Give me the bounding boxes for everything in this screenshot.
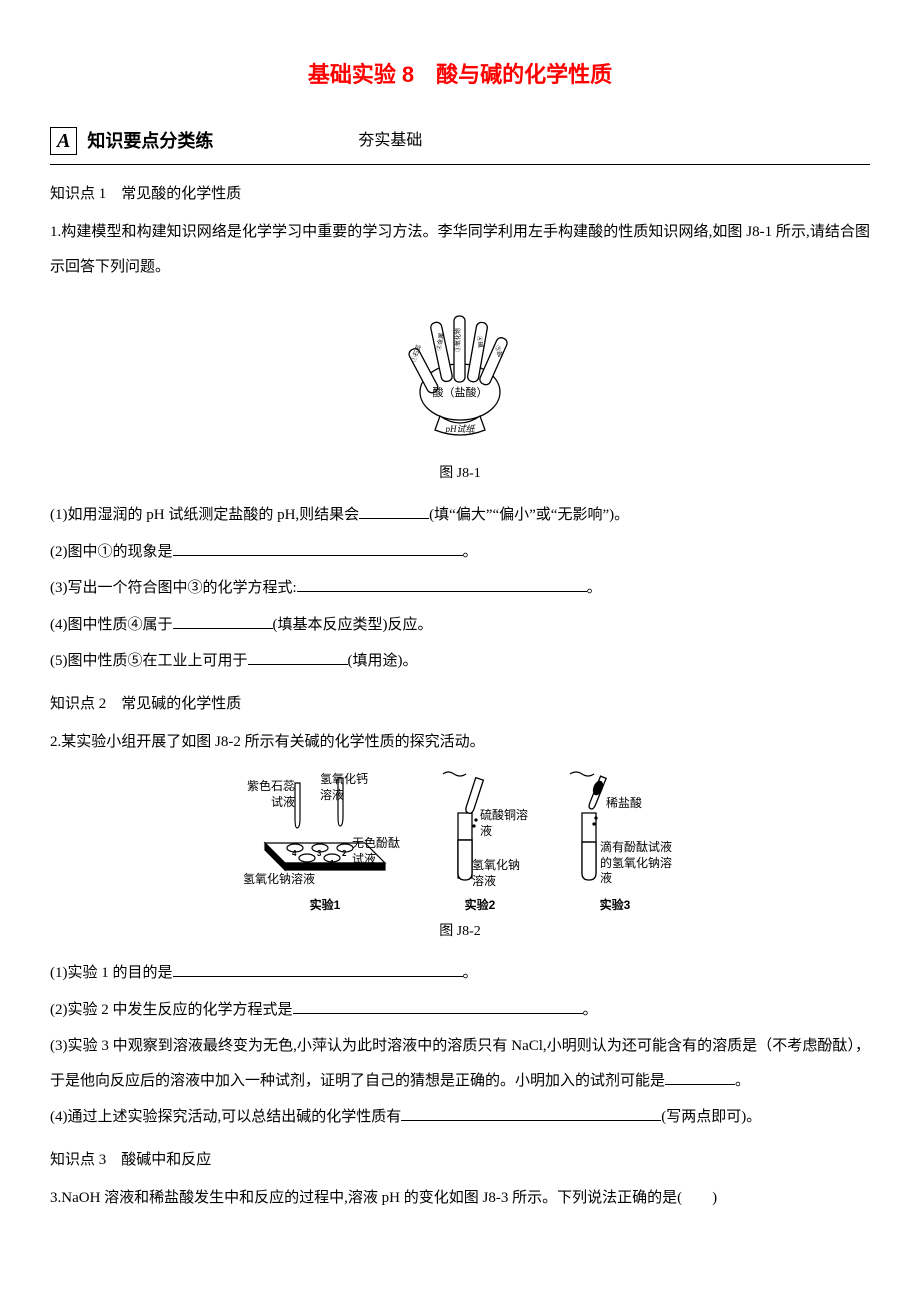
svg-text:2: 2 <box>342 849 347 858</box>
q2-2b: 。 <box>583 1002 598 1018</box>
q1-stem: 1.构建模型和构建知识网络是化学学习中重要的学习方法。李华同学利用左手构建酸的性… <box>50 215 870 284</box>
figure-j8-2: 4 3 2 1 紫色石蕊试液 氢氧化钙溶液 氢氧化钠溶液 无色酚酞试液 实验1 <box>50 768 870 914</box>
q1-1b: (填“偏大”“偏小”或“无影响”)。 <box>429 507 629 523</box>
hand-icon: 酸（盐酸） pH试纸 ①石蕊 ②金属 ③氧化物 ④碱 ⑤盐 <box>390 292 530 442</box>
blank <box>173 540 463 556</box>
q2-2: (2)实验 2 中发生反应的化学方程式是 。 <box>50 993 870 1028</box>
q1-2b: 。 <box>463 544 478 560</box>
finger-3: ③氧化物 <box>454 328 462 352</box>
q1-1: (1)如用湿润的 pH 试纸测定盐酸的 pH,则结果会 (填“偏大”“偏小”或“无… <box>50 498 870 533</box>
q1-5a: (5)图中性质⑤在工业上可用于 <box>50 653 248 669</box>
blank <box>293 998 583 1014</box>
section-rule <box>50 164 870 165</box>
figure-j8-1: 酸（盐酸） pH试纸 ①石蕊 ②金属 ③氧化物 ④碱 ⑤盐 <box>50 292 870 456</box>
q1-2a: (2)图中①的现象是 <box>50 544 173 560</box>
section-a-header: A 知识要点分类练 夯实基础 <box>50 121 870 162</box>
blank <box>173 613 273 629</box>
q2-4a: (4)通过上述实验探究活动,可以总结出碱的化学性质有 <box>50 1109 401 1125</box>
exp3-label: 实验3 <box>560 898 670 914</box>
fig-j8-1-caption: 图 J8-1 <box>50 458 870 490</box>
section-box-a: A <box>50 127 77 155</box>
knowledge-point-1: 知识点 1 常见酸的化学性质 <box>50 177 870 212</box>
q2-4: (4)通过上述实验探究活动,可以总结出碱的化学性质有 (写两点即可)。 <box>50 1100 870 1135</box>
exp1-label: 实验1 <box>250 898 400 914</box>
q1-5b: (填用途)。 <box>348 653 418 669</box>
q2-4b: (写两点即可)。 <box>661 1109 761 1125</box>
q1-3a: (3)写出一个符合图中③的化学方程式: <box>50 580 297 596</box>
fig-j8-2-caption: 图 J8-2 <box>50 916 870 948</box>
q2-2a: (2)实验 2 中发生反应的化学方程式是 <box>50 1002 293 1018</box>
blank <box>173 961 463 977</box>
exp3-tube: 滴有酚酞试液的氢氧化钠溶液 <box>600 840 672 887</box>
svg-text:1: 1 <box>330 859 335 868</box>
palm-label: 酸（盐酸） <box>433 385 488 399</box>
exp1-t3: 氢氧化钠溶液 <box>235 872 315 888</box>
blank <box>297 576 587 592</box>
q2-1a: (1)实验 1 的目的是 <box>50 965 173 981</box>
q2-1b: 。 <box>463 965 478 981</box>
section-a-title: 知识要点分类练 <box>87 121 213 162</box>
q2-3b: 。 <box>735 1073 750 1089</box>
exp2-tube: 氢氧化钠溶液 <box>472 858 530 889</box>
q1-1a: (1)如用湿润的 pH 试纸测定盐酸的 pH,则结果会 <box>50 507 359 523</box>
q1-3b: 。 <box>587 580 602 596</box>
q2-1: (1)实验 1 的目的是 。 <box>50 956 870 991</box>
section-a-sub: 夯实基础 <box>358 123 422 160</box>
blank <box>665 1069 735 1085</box>
page-title: 基础实验 8 酸与碱的化学性质 <box>50 50 870 101</box>
knowledge-point-2: 知识点 2 常见碱的化学性质 <box>50 687 870 722</box>
blank <box>248 649 348 665</box>
exp1: 4 3 2 1 紫色石蕊试液 氢氧化钙溶液 氢氧化钠溶液 无色酚酞试液 实验1 <box>250 768 400 914</box>
q1-4a: (4)图中性质④属于 <box>50 617 173 633</box>
blank <box>401 1105 661 1121</box>
q1-3: (3)写出一个符合图中③的化学方程式: 。 <box>50 571 870 606</box>
q1-5: (5)图中性质⑤在工业上可用于 (填用途)。 <box>50 644 870 679</box>
exp2-top: 硫酸铜溶液 <box>480 808 530 839</box>
wrist-label: pH试纸 <box>445 424 477 434</box>
q1-4: (4)图中性质④属于 (填基本反应类型)反应。 <box>50 608 870 643</box>
exp2: 硫酸铜溶液 氢氧化钠溶液 实验2 <box>430 768 530 914</box>
q1-4b: (填基本反应类型)反应。 <box>273 617 433 633</box>
q2-3: (3)实验 3 中观察到溶液最终变为无色,小萍认为此时溶液中的溶质只有 NaCl… <box>50 1029 870 1098</box>
blank <box>359 503 429 519</box>
exp1-t2: 氢氧化钙溶液 <box>320 772 370 803</box>
knowledge-point-3: 知识点 3 酸碱中和反应 <box>50 1143 870 1178</box>
svg-text:4: 4 <box>292 849 297 858</box>
exp2-label: 实验2 <box>430 898 530 914</box>
exp1-t4: 无色酚酞试液 <box>352 836 402 867</box>
exp1-t1: 紫色石蕊试液 <box>245 779 295 810</box>
exp3: 稀盐酸 滴有酚酞试液的氢氧化钠溶液 实验3 <box>560 768 670 914</box>
q2-stem: 2.某实验小组开展了如图 J8-2 所示有关碱的化学性质的探究活动。 <box>50 725 870 760</box>
svg-text:3: 3 <box>317 849 322 858</box>
exp3-top: 稀盐酸 <box>606 796 656 812</box>
q3-stem: 3.NaOH 溶液和稀盐酸发生中和反应的过程中,溶液 pH 的变化如图 J8-3… <box>50 1181 870 1216</box>
q1-2: (2)图中①的现象是 。 <box>50 535 870 570</box>
